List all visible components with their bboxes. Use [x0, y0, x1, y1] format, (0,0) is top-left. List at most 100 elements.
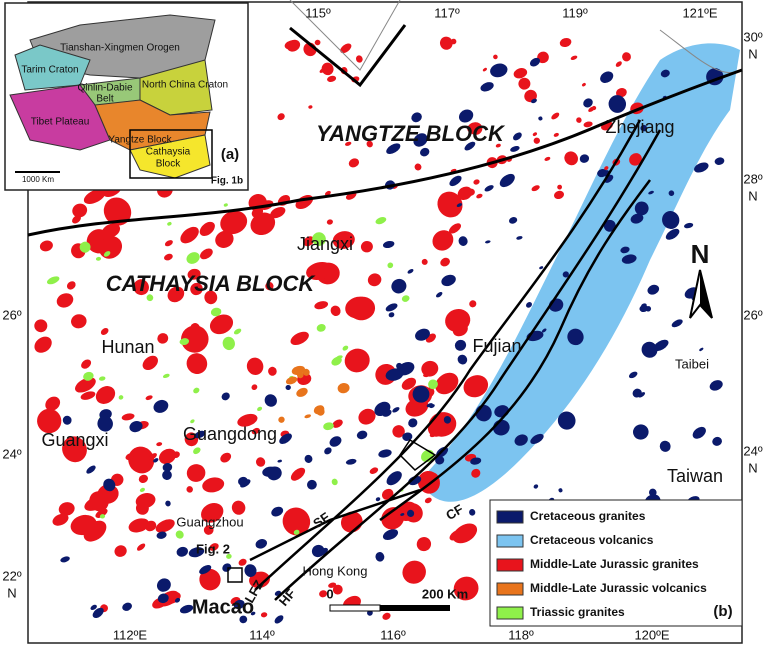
rock-unit [72, 203, 88, 218]
rock-unit [222, 563, 232, 572]
rock-unit [222, 336, 235, 351]
rock-unit [544, 156, 551, 161]
rock-unit [366, 140, 373, 148]
fig-box [399, 438, 437, 471]
rock-unit [662, 211, 680, 229]
rock-unit [615, 87, 627, 98]
rock-unit [203, 525, 214, 535]
place-label: Zhejiang [605, 117, 674, 137]
rock-unit [408, 418, 418, 428]
geologic-units [34, 36, 740, 624]
rock-unit [348, 158, 360, 168]
rock-unit [180, 226, 199, 244]
rock-unit [237, 413, 258, 427]
block-boundary [27, 68, 743, 237]
rock-unit [558, 488, 563, 493]
rock-unit [156, 531, 167, 539]
rock-unit [452, 523, 478, 544]
rock-unit [530, 433, 544, 444]
legend-label: Triassic granites [530, 605, 625, 619]
rock-unit [90, 604, 97, 611]
lon-tick-label: 121ºE [682, 5, 717, 20]
rock-unit [220, 210, 248, 235]
rock-unit [56, 293, 74, 308]
rock-unit [181, 325, 209, 353]
rock-unit [583, 121, 593, 128]
rock-unit [324, 190, 331, 196]
rock-unit [103, 251, 111, 257]
legend-frame [489, 499, 743, 627]
rock-unit [493, 54, 498, 60]
legend-swatch [496, 582, 524, 596]
rock-unit [484, 185, 494, 192]
rock-unit [499, 173, 515, 188]
rock-unit [526, 302, 532, 308]
rock-unit [244, 564, 257, 577]
legend-swatch [496, 534, 524, 548]
rock-unit [600, 71, 614, 83]
rock-unit [246, 357, 264, 375]
rock-unit [421, 258, 428, 265]
rock-unit [45, 396, 61, 411]
rock-unit [660, 69, 670, 78]
rock-unit [153, 399, 169, 413]
rock-unit [344, 348, 370, 373]
rock-unit [583, 98, 593, 108]
rock-unit [490, 63, 508, 78]
rock-unit [541, 328, 547, 333]
rock-unit [167, 221, 172, 226]
inset-label: Tibet Plateau [31, 117, 90, 128]
rock-unit [167, 286, 185, 303]
rock-unit [60, 556, 70, 563]
rock-unit [564, 155, 569, 160]
rock-unit [406, 509, 415, 518]
rock-unit [296, 387, 308, 397]
rock-unit [186, 486, 193, 493]
rock-unit [158, 448, 177, 465]
lat-tick-label: N [748, 46, 757, 61]
rock-unit [416, 537, 432, 552]
panel-label: (b) [713, 603, 732, 620]
rock-unit [146, 294, 154, 302]
place-label: Hunan [101, 337, 154, 357]
rock-unit [432, 230, 454, 251]
rock-unit [630, 213, 644, 224]
rock-unit [453, 576, 479, 601]
rock-unit [392, 407, 400, 413]
rock-unit [145, 395, 153, 401]
block-label: YANGTZE BLOCK [316, 121, 506, 146]
rock-unit [220, 452, 232, 463]
rock-unit [238, 558, 247, 566]
rock-unit [39, 240, 53, 252]
lat-tick-label: N [748, 460, 757, 475]
rock-unit [714, 157, 725, 165]
rock-unit [340, 43, 352, 54]
rock-unit [330, 305, 341, 317]
rock-unit [175, 530, 184, 539]
rock-unit [89, 491, 109, 512]
lat-tick-label: 24º [2, 446, 21, 461]
rock-unit [316, 324, 326, 332]
rock-unit [226, 553, 232, 559]
rock-unit [187, 268, 201, 280]
rock-unit [128, 518, 150, 533]
rock-unit [323, 422, 334, 431]
rock-unit [215, 230, 234, 248]
rock-unit [391, 278, 407, 294]
rock-unit [148, 453, 157, 460]
rock-unit [420, 147, 430, 157]
rock-unit [199, 221, 215, 236]
rock-unit [699, 347, 704, 352]
rock-unit [564, 151, 578, 166]
rock-unit [193, 447, 201, 455]
place-label: Guangxi [41, 430, 108, 450]
rock-unit [209, 543, 219, 551]
lon-tick-label: 119º [562, 5, 588, 20]
rock-unit [659, 440, 671, 452]
rock-unit [532, 132, 537, 137]
inset-region [129, 134, 211, 179]
fault [289, 24, 407, 88]
rock-unit [231, 500, 246, 515]
rock-unit [285, 376, 298, 385]
